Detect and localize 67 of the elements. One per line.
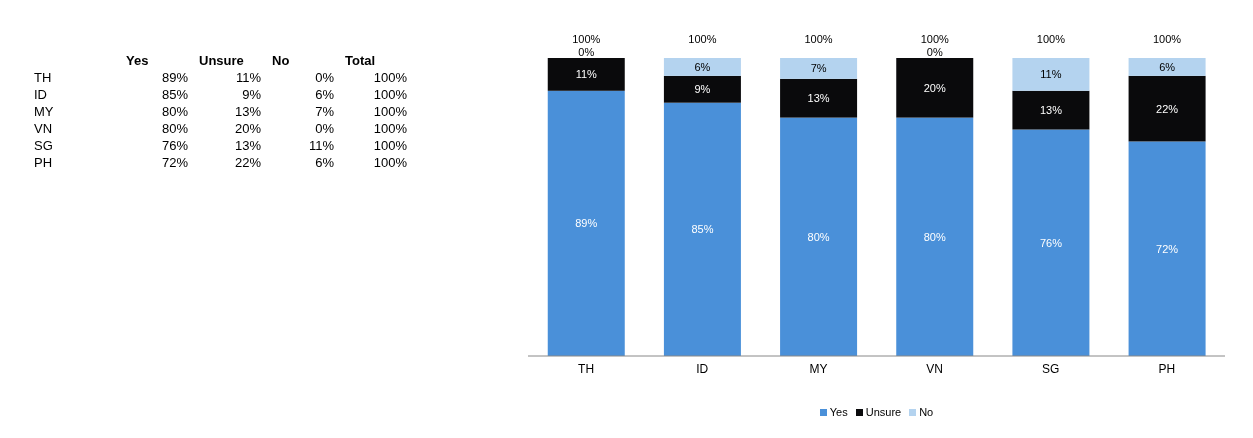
text: Unsure [199,53,244,68]
text: 13% [234,104,261,119]
total-label: 100% [688,33,717,45]
text: 11% [308,138,334,153]
text: 20% [234,121,261,136]
text: 100% [373,104,407,119]
data-label: 7% [810,62,827,75]
text: 100% [373,155,407,170]
data-label: 20% [923,81,946,94]
data-label: 80% [807,230,830,243]
data-label: 13% [807,92,830,105]
text: 80% [161,104,188,119]
category-label: MY [34,104,54,119]
legend-label: Yes [829,406,848,418]
legend-label: Unsure [865,406,902,418]
text: Total [344,52,377,69]
text: 85% [161,87,188,102]
text: 80% [161,121,188,136]
data-label: 13% [1039,104,1063,117]
text: 72% [161,155,188,170]
text: 100% [373,121,407,136]
data-label: 6% [694,60,711,73]
text: 100% [373,70,407,85]
category-label: ID [34,87,47,102]
text: 6% [315,87,334,102]
text: 0% [315,70,334,85]
text: 7% [315,104,334,119]
data-label: 0% [926,46,943,58]
total-label: 100% [572,33,601,45]
data-label: 22% [1156,102,1179,115]
category-label: VN [34,121,53,136]
text: 89% [161,70,188,85]
total-label: 100% [1036,33,1066,45]
data-label: 85% [691,223,714,236]
x-tick-label: PH [1158,361,1176,376]
data-label: 11% [1040,68,1062,81]
x-tick-label: TH [578,361,595,376]
total-label: 100% [804,33,833,45]
text: 0% [315,121,334,136]
data-label: 72% [1156,242,1179,255]
text: 100% [373,87,407,102]
x-tick-label: ID [696,361,709,376]
text: 11% [235,70,261,85]
legend-label: No [919,406,934,418]
text: Yes [126,53,149,68]
x-tick-label: VN [926,361,943,376]
data-label: 0% [578,46,595,58]
data-label: 9% [694,83,711,96]
data-label: 89% [575,217,598,230]
text: No [272,53,290,68]
text: 6% [315,155,334,170]
text: 9% [242,87,261,102]
data-label: 76% [1039,236,1063,249]
total-label: 100% [920,33,950,45]
data-label: 6% [1159,60,1176,73]
text: 22% [234,155,261,170]
x-tick-label: SG [1042,361,1060,376]
total-label: 100% [1153,33,1182,45]
category-label: PH [34,155,53,170]
data-label: 80% [923,230,946,243]
category-label: SG [34,138,53,153]
category-label: TH [34,70,52,85]
x-tick-label: MY [809,361,828,376]
text: 76% [161,138,188,153]
text: 13% [234,138,261,153]
text: 100% [373,138,407,153]
data-label: 11% [575,68,598,81]
